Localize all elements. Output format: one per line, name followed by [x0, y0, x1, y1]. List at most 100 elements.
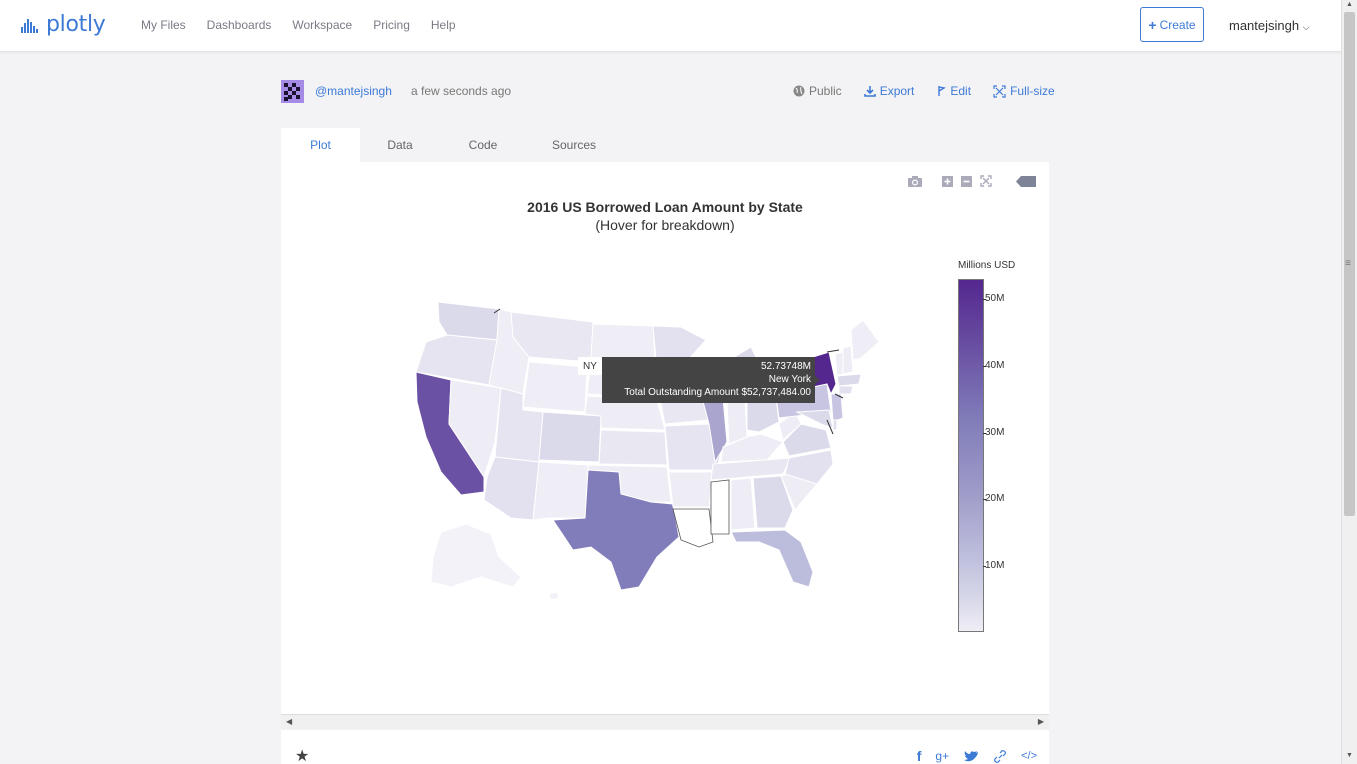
colorbar-tick-40m: 40M	[982, 360, 1005, 371]
tab-plot[interactable]: Plot	[281, 128, 360, 162]
plot-modebar	[908, 175, 1036, 187]
scroll-left-arrow-icon[interactable]: ◀	[286, 717, 293, 726]
top-navbar: plotly My Files Dashboards Workspace Pri…	[0, 0, 1341, 52]
state-me	[850, 319, 880, 361]
tooltip-value: 52.73748M	[760, 361, 811, 372]
state-ms	[710, 479, 730, 535]
state-ar	[668, 471, 714, 508]
owner-link[interactable]: @mantejsingh	[315, 84, 392, 98]
tab-bar: Plot Data Code Sources	[281, 128, 622, 162]
horizontal-scrollbar[interactable]: ◀ ▶	[281, 714, 1049, 729]
state-fl	[730, 529, 814, 588]
user-menu[interactable]: mantejsingh ⌵	[1229, 18, 1310, 33]
nav-help[interactable]: Help	[430, 18, 456, 32]
zoom-out-icon[interactable]	[961, 175, 972, 187]
plot-footer: ★ f g+ </>	[281, 730, 1049, 764]
timestamp: a few seconds ago	[411, 84, 512, 98]
embed-icon[interactable]: </>	[1021, 750, 1037, 762]
export-button[interactable]: Export	[863, 84, 914, 98]
state-ma	[836, 373, 862, 387]
state-hi	[548, 591, 560, 601]
logo-text: plotly	[46, 12, 106, 37]
chart-title: 2016 US Borrowed Loan Amount by State	[527, 199, 803, 215]
create-button[interactable]: + Create	[1140, 7, 1204, 42]
link-icon[interactable]	[993, 749, 1007, 763]
chart-subtitle: (Hover for breakdown)	[595, 217, 735, 233]
state-mo	[664, 423, 722, 471]
tooltip-state-code: NY	[578, 357, 602, 375]
plus-icon: +	[1148, 16, 1157, 33]
state-al	[730, 477, 756, 531]
hover-tooltip: 52.73748M New York Total Outstanding Amo…	[602, 357, 815, 403]
state-tx	[552, 469, 680, 591]
plotly-logo[interactable]: plotly	[21, 12, 106, 37]
colorbar-tick-20m: 20M	[982, 493, 1005, 504]
google-plus-icon[interactable]: g+	[935, 749, 950, 763]
tab-data[interactable]: Data	[387, 138, 413, 152]
state-ga	[752, 475, 794, 529]
reset-zoom-icon[interactable]	[980, 175, 992, 187]
state-ks	[598, 429, 668, 466]
scroll-thumb[interactable]	[1344, 12, 1355, 516]
colorbar	[958, 279, 984, 632]
nav-pricing[interactable]: Pricing	[373, 18, 410, 32]
share-buttons: f g+ </>	[917, 748, 1037, 764]
state-nm	[532, 461, 589, 521]
username: mantejsingh	[1229, 18, 1300, 33]
edit-icon	[938, 86, 947, 96]
us-choropleth-map[interactable]	[281, 162, 1049, 714]
colorbar-tick-30m: 30M	[982, 427, 1005, 438]
tab-code[interactable]: Code	[468, 138, 498, 152]
colorbar-title: Millions USD	[958, 260, 1016, 271]
state-in	[726, 399, 748, 445]
camera-icon[interactable]	[908, 175, 922, 187]
facebook-icon[interactable]: f	[916, 748, 922, 764]
state-wa	[437, 301, 500, 341]
state-de	[832, 419, 838, 431]
nav-dashboards[interactable]: Dashboards	[206, 18, 272, 32]
tab-sources[interactable]: Sources	[551, 138, 597, 152]
scroll-up-arrow-icon[interactable]: ▲	[1346, 1, 1353, 8]
plot-card: 2016 US Borrowed Loan Amount by State (H…	[281, 162, 1049, 714]
logo-bars-icon	[21, 18, 38, 33]
main-nav: My Files Dashboards Workspace Pricing He…	[141, 18, 477, 32]
nav-workspace[interactable]: Workspace	[292, 18, 353, 32]
twitter-icon[interactable]	[963, 750, 979, 763]
create-label: Create	[1159, 17, 1196, 32]
state-co	[538, 411, 602, 463]
plot-actions: Public Export Edit Full-size	[793, 84, 1055, 98]
state-ak	[430, 523, 522, 588]
colorbar-tick-50m: 50M	[982, 293, 1005, 304]
star-icon[interactable]: ★	[295, 748, 310, 764]
tooltip-pointer	[814, 375, 820, 385]
state-shapes	[415, 301, 880, 601]
globe-icon	[793, 85, 805, 97]
state-la	[672, 508, 714, 548]
vertical-scrollbar[interactable]: ▲ ▼	[1341, 0, 1357, 764]
scroll-right-arrow-icon[interactable]: ▶	[1037, 717, 1044, 726]
state-nv	[448, 379, 502, 479]
tooltip-state: New York	[768, 374, 811, 385]
edit-button[interactable]: Edit	[936, 84, 971, 98]
state-ct	[838, 385, 854, 395]
state-nj	[830, 393, 844, 423]
zoom-in-icon[interactable]	[942, 175, 953, 187]
state-az	[483, 456, 540, 521]
public-button[interactable]: Public	[793, 84, 842, 98]
fullscreen-icon	[993, 84, 1006, 98]
colorbar-tick-10m: 10M	[982, 560, 1005, 571]
state-nc	[784, 449, 834, 485]
tooltip-detail: Total Outstanding Amount $52,737,484.00	[624, 387, 811, 398]
download-icon	[863, 86, 876, 97]
avatar[interactable]	[281, 80, 304, 103]
hover-label-icon[interactable]	[1016, 175, 1036, 187]
state-tn	[710, 457, 792, 481]
state-nd	[590, 323, 656, 361]
full-size-button[interactable]: Full-size	[993, 84, 1055, 98]
state-nh	[842, 345, 854, 375]
scroll-down-arrow-icon[interactable]: ▼	[1346, 752, 1353, 759]
chevron-down-icon: ⌵	[1302, 22, 1310, 32]
state-mt	[510, 311, 594, 363]
state-vt	[834, 351, 844, 377]
nav-my-files[interactable]: My Files	[141, 18, 186, 32]
